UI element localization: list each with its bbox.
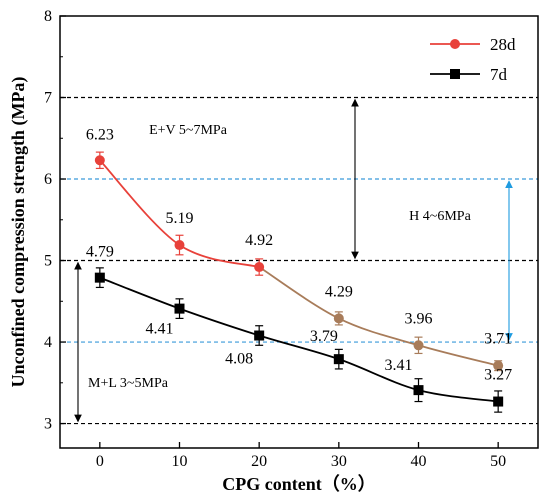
x-axis-title: CPG content（%） bbox=[222, 474, 375, 494]
x-tick-label-3: 30 bbox=[331, 453, 347, 470]
y-tick-label-4: 7 bbox=[44, 90, 52, 107]
legend: 28d 7d bbox=[430, 35, 516, 84]
error-bars bbox=[95, 151, 503, 413]
y-tick-label-5: 8 bbox=[44, 8, 52, 25]
reference-lines bbox=[60, 96, 538, 425]
x-tick-label-0: 0 bbox=[96, 453, 104, 470]
data-label-7d-1: 4.41 bbox=[146, 321, 174, 338]
data-labels: 6.23 5.19 4.92 4.29 3.96 3.71 4.79 4.41 4.08 3.79… bbox=[86, 126, 512, 383]
marker-7d-1 bbox=[174, 303, 185, 314]
legend-label-7d: 7d bbox=[490, 65, 508, 84]
data-label-7d-2: 4.08 bbox=[225, 351, 253, 368]
marker-7d-2 bbox=[254, 330, 265, 341]
y-tick-label-2: 5 bbox=[44, 253, 52, 270]
zone-label-2: M+L 3~5MPa bbox=[88, 376, 169, 391]
data-label-7d-0: 4.79 bbox=[86, 244, 114, 261]
zone-arrows bbox=[74, 98, 513, 423]
x-tick-label-2: 20 bbox=[251, 453, 267, 470]
x-tick-label-1: 10 bbox=[172, 453, 188, 470]
marker-28d-2 bbox=[254, 262, 265, 273]
data-label-7d-4: 3.41 bbox=[385, 357, 413, 374]
marker-7d-5 bbox=[493, 396, 504, 407]
x-tick-label-5: 50 bbox=[490, 453, 506, 470]
legend-marker-28d bbox=[450, 39, 460, 49]
legend-marker-7d bbox=[450, 69, 460, 79]
data-label-7d-3: 3.79 bbox=[310, 328, 338, 345]
y-axis-ticks: 3 4 5 6 7 8 bbox=[44, 8, 66, 433]
series-lines bbox=[99, 159, 499, 403]
zone-label-0: E+V 5~7MPa bbox=[149, 123, 228, 138]
zone-labels: E+V 5~7MPa H 4~6MPa M+L 3~5MPa bbox=[88, 123, 472, 391]
marker-28d-0 bbox=[94, 155, 105, 166]
marker-7d-0 bbox=[94, 272, 105, 283]
data-label-28d-4: 3.96 bbox=[405, 310, 433, 327]
legend-label-28d: 28d bbox=[490, 35, 516, 54]
data-label-28d-2: 4.92 bbox=[245, 232, 273, 249]
data-label-28d-1: 5.19 bbox=[166, 210, 194, 227]
x-axis-ticks: 0 10 20 30 40 50 bbox=[96, 442, 506, 470]
data-label-28d-5: 3.71 bbox=[484, 331, 512, 348]
x-tick-label-4: 40 bbox=[411, 453, 427, 470]
series-line-28d-late bbox=[258, 266, 499, 367]
y-tick-label-3: 6 bbox=[44, 171, 52, 188]
marker-28d-5 bbox=[493, 360, 504, 371]
y-axis-title: Unconfined compression strength (MPa) bbox=[8, 77, 29, 388]
plot-frame bbox=[59, 15, 539, 449]
data-label-28d-0: 6.23 bbox=[86, 126, 114, 143]
data-label-7d-5: 3.27 bbox=[484, 367, 512, 384]
data-label-28d-3: 4.29 bbox=[325, 283, 353, 300]
zone-label-1: H 4~6MPa bbox=[409, 209, 471, 224]
marker-28d-3 bbox=[333, 313, 344, 324]
marker-7d-3 bbox=[333, 354, 344, 365]
data-markers bbox=[94, 155, 504, 407]
y-tick-label-0: 3 bbox=[44, 416, 52, 433]
marker-7d-4 bbox=[413, 385, 424, 396]
marker-28d-1 bbox=[174, 240, 185, 251]
marker-28d-4 bbox=[413, 340, 424, 351]
y-tick-label-1: 4 bbox=[44, 334, 52, 351]
